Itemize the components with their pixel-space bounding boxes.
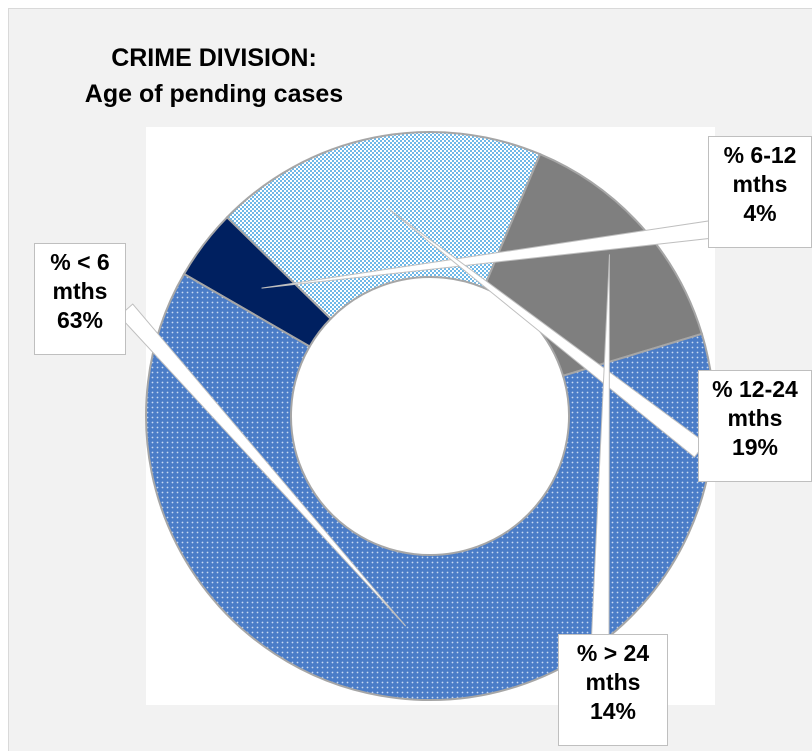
slice-label-6-12-line1: % 6-12 [723, 142, 797, 168]
slice-label-6-12-line2: mths [732, 171, 788, 197]
slice-under-6-months-leader [118, 303, 407, 627]
slice-label-over-24-pct: 14% [589, 698, 637, 724]
slice-12-24-months [225, 131, 542, 321]
slice-label-under-6: % < 6 mths 63% [34, 243, 126, 355]
slice-label-under-6-line1: % < 6 [50, 249, 110, 275]
chart-title: CRIME DIVISION: Age of pending cases [34, 40, 394, 112]
slice-label-12-24-line2: mths [727, 405, 783, 431]
slice-under-6-months [145, 272, 715, 701]
slice-label-12-24-line1: % 12-24 [712, 376, 798, 402]
slice-label-12-24: % 12-24 mths 19% [698, 370, 812, 482]
slice-label-over-24: % > 24 mths 14% [558, 634, 668, 746]
slice-label-under-6-pct: 63% [56, 307, 104, 333]
slice-label-6-12-pct: 4% [743, 200, 777, 226]
slice-label-over-24-line2: mths [585, 669, 641, 695]
slice-label-6-12: % 6-12 mths 4% [708, 136, 812, 248]
slice-label-12-24-pct: 19% [731, 434, 779, 460]
chart-subtitle: Age of pending cases [84, 80, 344, 108]
slice-label-over-24-line1: % > 24 [576, 640, 650, 666]
slice-label-under-6-line2: mths [52, 278, 108, 304]
chart-title-line1: CRIME DIVISION: [111, 44, 317, 72]
